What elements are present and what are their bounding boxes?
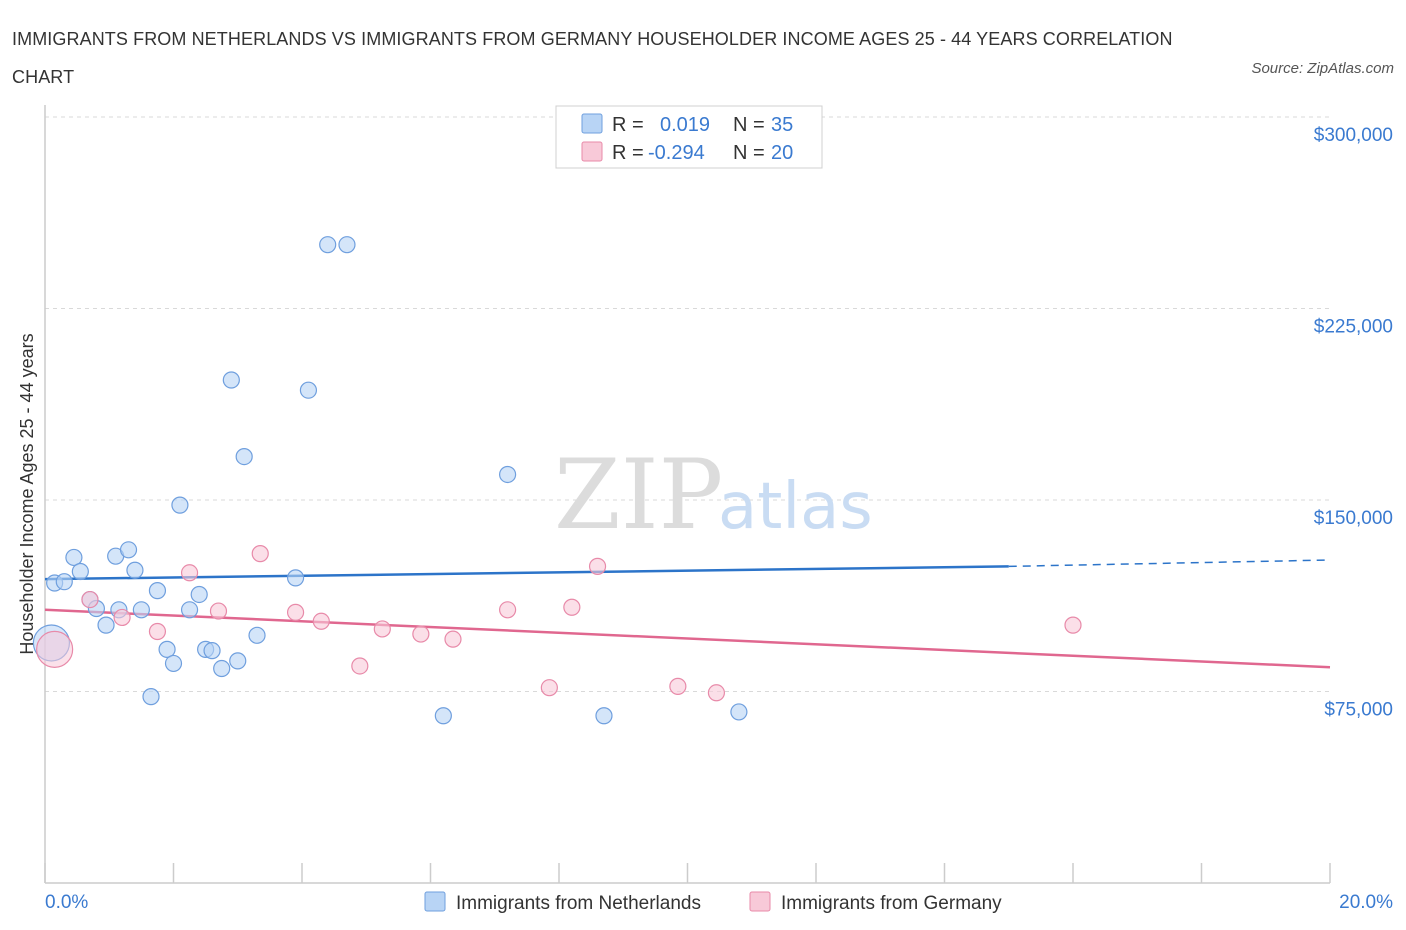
legend-r-label-netherlands: R = — [612, 114, 644, 136]
data-point-netherlands — [119, 541, 138, 559]
data-point-netherlands — [171, 496, 189, 514]
data-point-netherlands — [148, 582, 167, 600]
watermark-zip: ZIP — [554, 439, 723, 551]
data-point-germany — [707, 684, 726, 702]
x-tick-label: 0.0% — [45, 892, 88, 913]
y-tick-label: $75,000 — [1324, 700, 1393, 721]
trend-lines — [44, 559, 1331, 669]
data-point-netherlands — [286, 569, 305, 587]
series-legend-swatch-netherlands — [424, 891, 446, 912]
data-point-germany — [36, 630, 74, 668]
data-point-netherlands — [213, 659, 231, 678]
legend-n-value-germany: 20 — [771, 142, 793, 164]
data-point-netherlands — [730, 703, 748, 721]
data-point-germany — [669, 677, 687, 695]
y-tick-label: $225,000 — [1314, 317, 1393, 338]
data-point-netherlands — [55, 573, 73, 591]
data-point-netherlands — [203, 642, 221, 660]
data-point-netherlands — [595, 707, 613, 725]
data-point-germany — [563, 598, 581, 616]
data-point-germany — [148, 622, 167, 641]
data-point-netherlands — [235, 447, 253, 466]
x-tick-label: 20.0% — [1339, 892, 1393, 913]
data-point-germany — [373, 620, 391, 638]
data-point-germany — [499, 601, 517, 619]
data-point-netherlands — [132, 601, 150, 619]
data-point-netherlands — [142, 688, 160, 706]
trend-line-netherlands — [44, 565, 1009, 581]
data-point-germany — [412, 625, 430, 643]
y-tick-label: $300,000 — [1314, 125, 1393, 146]
data-point-netherlands — [299, 381, 318, 399]
data-point-germany — [1064, 616, 1082, 634]
data-point-germany — [81, 590, 99, 609]
legend-r-value-netherlands: 0.019 — [660, 114, 710, 136]
data-point-netherlands — [190, 585, 208, 604]
data-point-netherlands — [97, 616, 115, 634]
data-point-netherlands — [126, 561, 144, 579]
y-tick-label: $150,000 — [1314, 508, 1393, 529]
chart-title: IMMIGRANTS FROM NETHERLANDS VS IMMIGRANT… — [12, 29, 1173, 87]
legend-n-value-netherlands: 35 — [771, 114, 793, 136]
data-point-netherlands — [65, 548, 83, 567]
data-point-netherlands — [434, 707, 452, 725]
data-point-germany — [312, 612, 330, 630]
series-legend: Immigrants from Netherlands Immigrants f… — [424, 891, 1002, 914]
legend-r-label-germany: R = — [612, 142, 644, 164]
y-axis-label: Householder Income Ages 25 - 44 years — [17, 333, 37, 654]
series-legend-label-netherlands: Immigrants from Netherlands — [456, 893, 701, 914]
data-point-netherlands — [164, 654, 183, 673]
data-point-netherlands — [180, 601, 199, 619]
x-tick-labels: 0.0% 20.0% — [45, 892, 1393, 913]
trend-line-germany — [44, 608, 1331, 669]
data-point-netherlands — [248, 626, 266, 644]
data-point-germany — [540, 679, 558, 697]
legend-r-value-germany: -0.294 — [648, 142, 705, 164]
series-legend-swatch-germany — [749, 891, 771, 912]
data-point-germany — [351, 657, 369, 675]
legend-n-label-germany: N = — [733, 142, 765, 164]
data-points — [32, 236, 1082, 725]
data-point-netherlands — [71, 562, 89, 581]
data-point-germany — [286, 603, 305, 621]
data-point-netherlands — [158, 640, 176, 658]
data-point-netherlands — [338, 236, 356, 254]
axes — [44, 105, 1331, 884]
y-tick-labels: $75,000 $150,000 $225,000 $300,000 — [1314, 125, 1393, 721]
stats-legend: R = 0.019 N = 35 R = -0.294 N = 20 — [555, 105, 823, 169]
legend-swatch-germany — [581, 141, 603, 162]
series-legend-label-germany: Immigrants from Germany — [781, 893, 1002, 914]
trend-line-extension-netherlands — [1008, 559, 1331, 568]
data-point-netherlands — [319, 236, 337, 254]
data-point-germany — [251, 545, 269, 563]
data-point-germany — [113, 608, 131, 627]
legend-swatch-netherlands — [581, 113, 603, 134]
legend-n-label-netherlands: N = — [733, 114, 765, 136]
gridlines — [45, 116, 1330, 692]
data-point-germany — [444, 630, 462, 648]
data-point-germany — [180, 564, 199, 582]
chart-source: Source: ZipAtlas.com — [1251, 60, 1394, 77]
data-point-germany — [209, 602, 228, 620]
data-point-netherlands — [229, 652, 247, 670]
data-point-netherlands — [222, 371, 240, 389]
data-point-germany — [588, 557, 607, 575]
watermark-atlas: atlas — [718, 470, 873, 544]
data-point-netherlands — [499, 465, 517, 484]
